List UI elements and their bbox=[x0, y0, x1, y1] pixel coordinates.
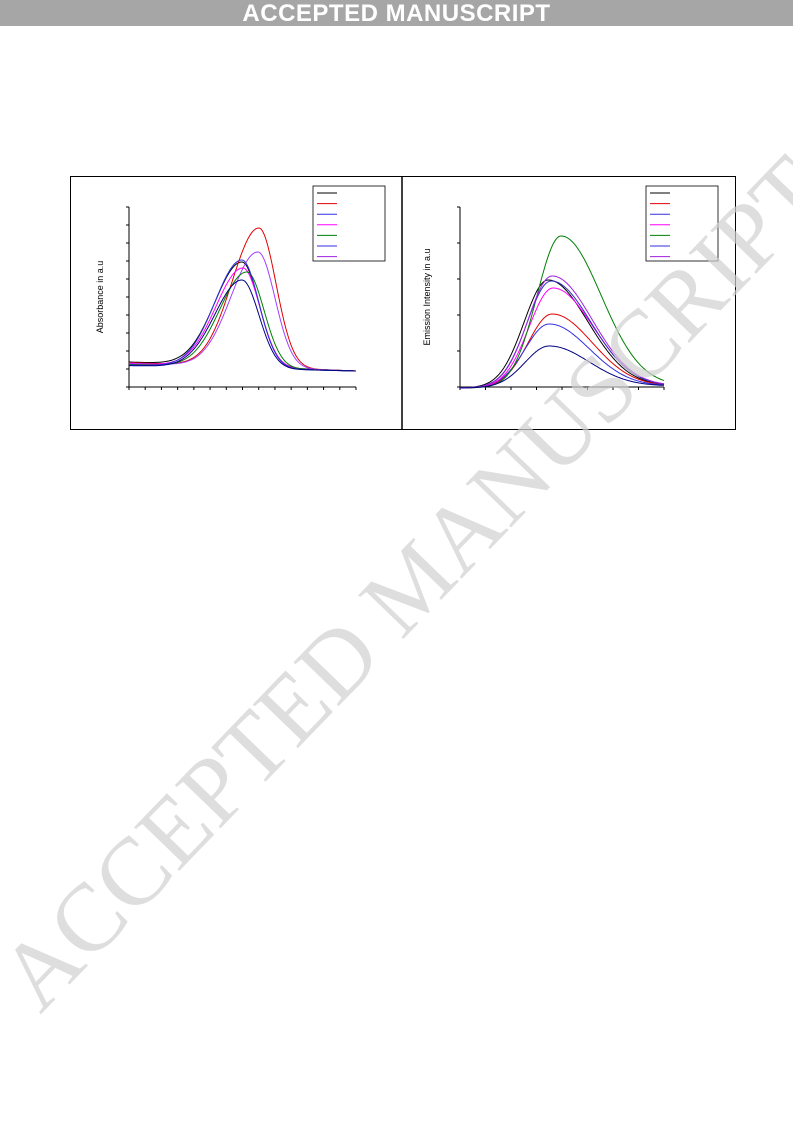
spectrum-curve bbox=[129, 267, 356, 372]
spectrum-curve bbox=[129, 261, 356, 372]
y-axis-label: Emission Intensity in a.u bbox=[422, 248, 432, 345]
spectrum-curve bbox=[460, 275, 665, 389]
y-axis-label: Absorbance in a.u bbox=[95, 261, 105, 334]
spectrum-curve bbox=[459, 313, 664, 389]
legend-box bbox=[312, 185, 386, 262]
watermark: ACCEPTED MANUSCRIPT bbox=[0, 136, 793, 1030]
spectrum-curve bbox=[129, 259, 356, 372]
spectrum-curve bbox=[129, 271, 356, 372]
spectrum-curve bbox=[129, 279, 356, 372]
spectrum-curve bbox=[459, 279, 665, 389]
spectrum-curve bbox=[459, 345, 664, 389]
legend-box bbox=[645, 185, 719, 262]
header-banner: ACCEPTED MANUSCRIPT bbox=[0, 0, 793, 27]
spectrum-curve bbox=[129, 251, 356, 372]
figure-frame bbox=[70, 176, 736, 430]
